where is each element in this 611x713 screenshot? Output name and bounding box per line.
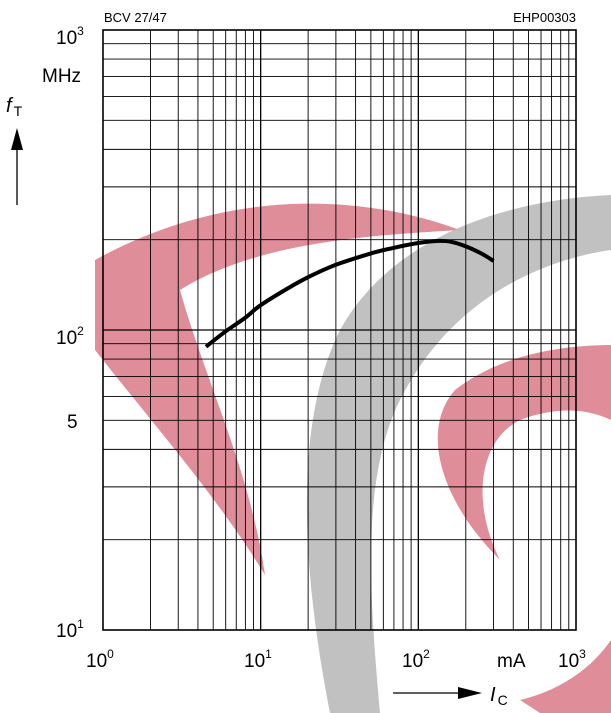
y-tick-10-base: 10: [56, 621, 77, 642]
x-axis-label-sub: C: [498, 692, 508, 708]
x-tick-1-base: 10: [86, 651, 107, 672]
x-tick-label-100: 102: [402, 647, 430, 672]
y-tick-label-10: 101: [56, 617, 84, 642]
x-tick-10-exp: 1: [265, 647, 272, 661]
y-tick-100-exp: 2: [77, 324, 84, 338]
y-axis-label-sub: T: [14, 103, 23, 119]
y-unit-label: MHz: [42, 66, 81, 87]
watermark-logo: [95, 195, 611, 713]
y-axis-arrow-head: [11, 128, 23, 150]
plot-grid: [103, 30, 576, 630]
x-tick-label-10: 101: [244, 647, 272, 672]
series-layer: [204, 238, 495, 349]
x-axis-label-main: I: [490, 684, 496, 706]
y-tick-100-base: 10: [56, 328, 77, 349]
watermark-red-arc-2: [437, 345, 611, 560]
watermark-red-arc: [95, 203, 460, 575]
x-unit-label: mA: [497, 651, 526, 672]
y-tick-10-exp: 1: [77, 617, 84, 631]
x-axis-arrow-head: [458, 687, 482, 699]
plot-frame: [102, 29, 577, 631]
x-tick-label-1000: 103: [558, 647, 586, 672]
y-tick-1000-exp: 3: [77, 24, 84, 38]
x-tick-1-exp: 0: [107, 647, 114, 661]
x-tick-10-base: 10: [244, 651, 265, 672]
x-tick-100-base: 10: [402, 651, 423, 672]
y-tick-label-100: 102: [56, 324, 84, 349]
y-axis-label-main: f: [6, 95, 14, 117]
y-tick-1000-base: 10: [56, 28, 77, 49]
y-tick-label-50: 5: [67, 412, 78, 433]
watermark-red-arc-3: [520, 640, 611, 713]
header-right-label: EHP00303: [513, 10, 576, 25]
x-tick-100-exp: 2: [423, 647, 430, 661]
x-tick-label-1: 100: [86, 647, 114, 672]
watermark-gray-arc: [306, 195, 611, 713]
x-tick-1000-exp: 3: [579, 647, 586, 661]
series-line-0: [204, 238, 495, 349]
header-left-label: BCV 27/47: [104, 10, 167, 25]
x-tick-1000-base: 10: [558, 651, 579, 672]
y-tick-label-1000: 103: [56, 24, 84, 49]
